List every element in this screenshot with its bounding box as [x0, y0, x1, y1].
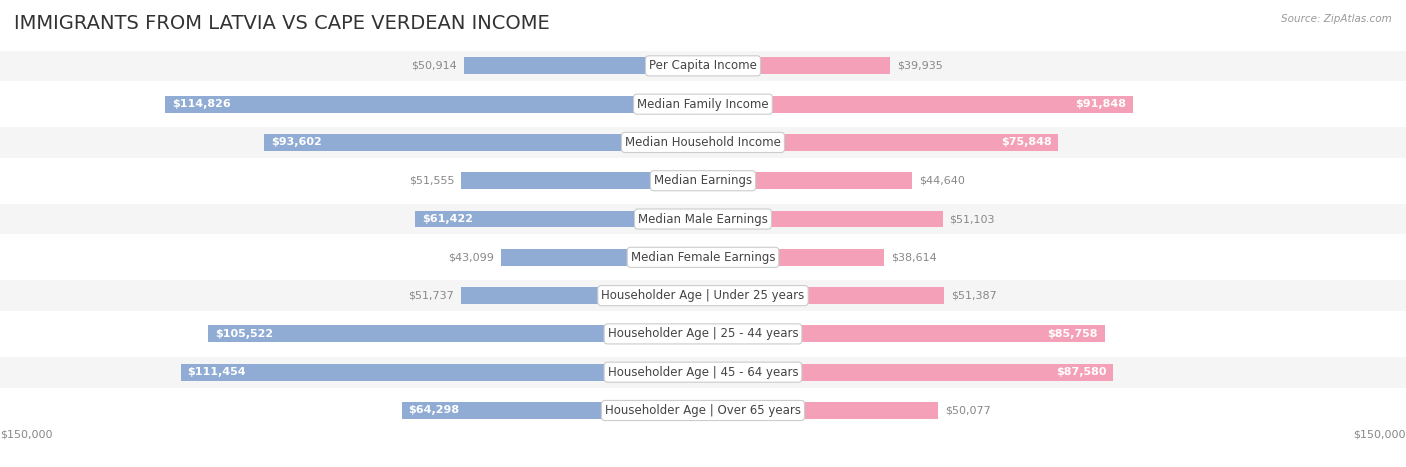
Text: $114,826: $114,826 [172, 99, 231, 109]
FancyBboxPatch shape [461, 172, 703, 189]
Text: Median Family Income: Median Family Income [637, 98, 769, 111]
Text: Householder Age | Under 25 years: Householder Age | Under 25 years [602, 289, 804, 302]
Text: Median Household Income: Median Household Income [626, 136, 780, 149]
FancyBboxPatch shape [703, 325, 1105, 342]
Text: $75,848: $75,848 [1001, 137, 1052, 148]
Text: $38,614: $38,614 [891, 252, 936, 262]
Text: IMMIGRANTS FROM LATVIA VS CAPE VERDEAN INCOME: IMMIGRANTS FROM LATVIA VS CAPE VERDEAN I… [14, 14, 550, 33]
FancyBboxPatch shape [0, 242, 1406, 273]
FancyBboxPatch shape [0, 127, 1406, 158]
Text: Median Earnings: Median Earnings [654, 174, 752, 187]
FancyBboxPatch shape [703, 249, 884, 266]
Text: $61,422: $61,422 [422, 214, 474, 224]
FancyBboxPatch shape [703, 96, 1133, 113]
FancyBboxPatch shape [415, 211, 703, 227]
FancyBboxPatch shape [165, 96, 703, 113]
FancyBboxPatch shape [703, 402, 938, 419]
Text: $150,000: $150,000 [1354, 430, 1406, 439]
Text: $51,737: $51,737 [408, 290, 454, 301]
FancyBboxPatch shape [703, 57, 890, 74]
FancyBboxPatch shape [703, 172, 912, 189]
FancyBboxPatch shape [0, 204, 1406, 234]
Text: $50,077: $50,077 [945, 405, 990, 416]
Text: $150,000: $150,000 [0, 430, 52, 439]
FancyBboxPatch shape [264, 134, 703, 151]
FancyBboxPatch shape [180, 364, 703, 381]
FancyBboxPatch shape [703, 211, 942, 227]
FancyBboxPatch shape [208, 325, 703, 342]
Text: $93,602: $93,602 [271, 137, 322, 148]
Text: $44,640: $44,640 [920, 176, 965, 186]
FancyBboxPatch shape [464, 57, 703, 74]
Text: $105,522: $105,522 [215, 329, 274, 339]
FancyBboxPatch shape [0, 165, 1406, 196]
Text: $91,848: $91,848 [1076, 99, 1126, 109]
Text: $87,580: $87,580 [1056, 367, 1107, 377]
FancyBboxPatch shape [461, 287, 703, 304]
Text: $51,555: $51,555 [409, 176, 454, 186]
FancyBboxPatch shape [703, 364, 1114, 381]
FancyBboxPatch shape [703, 287, 943, 304]
Text: $85,758: $85,758 [1047, 329, 1098, 339]
FancyBboxPatch shape [0, 318, 1406, 349]
Text: Householder Age | 25 - 44 years: Householder Age | 25 - 44 years [607, 327, 799, 340]
FancyBboxPatch shape [402, 402, 703, 419]
Text: $43,099: $43,099 [449, 252, 494, 262]
FancyBboxPatch shape [0, 395, 1406, 426]
FancyBboxPatch shape [0, 280, 1406, 311]
Text: Per Capita Income: Per Capita Income [650, 59, 756, 72]
Text: $64,298: $64,298 [409, 405, 460, 416]
Text: $51,387: $51,387 [950, 290, 997, 301]
FancyBboxPatch shape [0, 357, 1406, 388]
FancyBboxPatch shape [0, 89, 1406, 120]
Text: Median Male Earnings: Median Male Earnings [638, 212, 768, 226]
Text: Median Female Earnings: Median Female Earnings [631, 251, 775, 264]
FancyBboxPatch shape [703, 134, 1059, 151]
Text: Householder Age | 45 - 64 years: Householder Age | 45 - 64 years [607, 366, 799, 379]
Text: $50,914: $50,914 [412, 61, 457, 71]
FancyBboxPatch shape [501, 249, 703, 266]
Text: Source: ZipAtlas.com: Source: ZipAtlas.com [1281, 14, 1392, 24]
Text: $39,935: $39,935 [897, 61, 943, 71]
FancyBboxPatch shape [0, 50, 1406, 81]
Text: Householder Age | Over 65 years: Householder Age | Over 65 years [605, 404, 801, 417]
Text: $51,103: $51,103 [949, 214, 995, 224]
Text: $111,454: $111,454 [187, 367, 246, 377]
